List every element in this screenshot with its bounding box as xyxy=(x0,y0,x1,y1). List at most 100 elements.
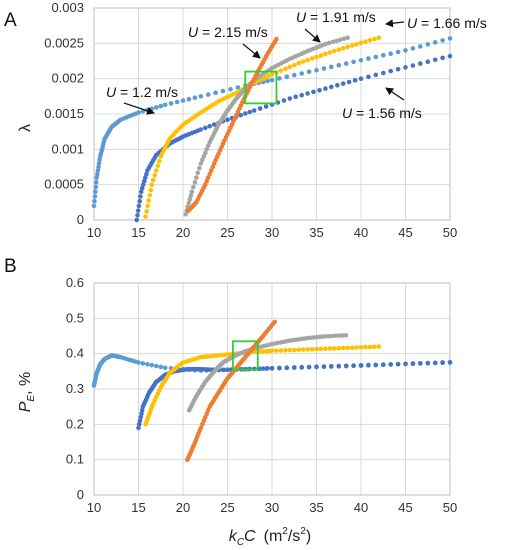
annotation-arrow xyxy=(385,19,405,28)
data-point xyxy=(306,364,312,370)
data-point xyxy=(92,194,98,199)
chart-panel-a: 10 15 20 25 30 35 40 45 50 0 0.0005 0.001 0.0015 0.00… xyxy=(44,0,457,240)
data-point xyxy=(198,425,204,431)
data-point xyxy=(292,347,297,353)
data-point xyxy=(311,89,316,95)
data-point xyxy=(425,42,431,47)
data-point xyxy=(269,365,275,371)
kc-units-open: (m xyxy=(264,528,283,545)
data-point xyxy=(189,189,195,194)
data-point xyxy=(139,411,144,417)
highlight-box xyxy=(244,70,278,105)
pe-sub: E xyxy=(26,395,37,402)
data-point xyxy=(197,165,202,171)
data-point xyxy=(349,43,355,48)
annotation-rest: = 1.2 m/s xyxy=(116,84,178,100)
data-point xyxy=(162,102,168,108)
data-point xyxy=(381,70,386,76)
panel-b-label: B xyxy=(4,256,17,277)
data-point xyxy=(283,348,288,353)
x-tick-label: 15 xyxy=(131,500,145,515)
data-point xyxy=(283,66,288,72)
data-point xyxy=(151,177,156,183)
data-point xyxy=(440,55,445,61)
data-point xyxy=(158,364,164,370)
annotation-arrow xyxy=(385,87,405,101)
data-point xyxy=(410,63,416,68)
annotation-arrow xyxy=(304,28,321,43)
data-point xyxy=(366,74,371,80)
x-tick-label: 50 xyxy=(443,225,457,240)
data-point xyxy=(340,345,346,351)
data-point xyxy=(351,59,356,65)
data-point xyxy=(343,333,349,338)
data-point xyxy=(192,95,198,100)
data-point xyxy=(228,87,233,92)
data-point xyxy=(345,44,350,50)
data-point xyxy=(323,334,328,339)
data-point xyxy=(149,362,155,368)
data-point xyxy=(425,360,431,366)
data-point xyxy=(188,193,194,198)
data-point xyxy=(284,365,290,371)
series-2 xyxy=(143,344,382,427)
data-point xyxy=(203,150,208,156)
data-point xyxy=(309,347,315,352)
data-point xyxy=(93,184,99,190)
data-point xyxy=(154,168,159,173)
annotation-u: U xyxy=(296,9,307,25)
data-point xyxy=(278,348,284,353)
data-point xyxy=(138,415,143,420)
data-point xyxy=(147,193,153,198)
data-point xyxy=(329,333,335,339)
data-point xyxy=(136,425,141,431)
data-point xyxy=(247,109,253,115)
data-point xyxy=(346,79,352,85)
x-tick-label: 10 xyxy=(87,225,101,240)
data-point xyxy=(281,98,287,103)
data-point xyxy=(139,185,145,191)
data-point xyxy=(345,345,350,351)
data-point xyxy=(265,78,270,84)
data-point xyxy=(174,99,180,105)
data-point xyxy=(137,198,142,204)
data-point xyxy=(334,38,339,44)
data-point xyxy=(299,364,305,370)
annotation-u-1-2: U = 1.2 m/s xyxy=(106,84,178,115)
data-point xyxy=(191,184,196,190)
plot-frame xyxy=(93,7,451,221)
data-point xyxy=(198,94,204,99)
data-point xyxy=(323,51,328,57)
data-point xyxy=(321,66,327,71)
data-point xyxy=(96,164,101,170)
data-point xyxy=(306,69,312,75)
data-point xyxy=(367,344,373,350)
series-4 xyxy=(186,36,279,214)
data-point xyxy=(203,182,208,187)
data-point xyxy=(372,344,377,350)
data-point xyxy=(157,158,162,164)
data-point xyxy=(358,345,364,350)
data-point xyxy=(243,111,248,116)
data-point xyxy=(335,83,340,88)
data-point xyxy=(97,157,102,163)
data-point xyxy=(432,40,438,45)
data-point xyxy=(211,122,217,127)
data-point xyxy=(201,154,207,159)
y-tick-label: 0.5 xyxy=(66,310,84,325)
data-point xyxy=(329,64,334,70)
data-point xyxy=(278,68,284,73)
data-point xyxy=(287,347,293,353)
data-point xyxy=(204,147,209,152)
kc-sup2: 2 xyxy=(300,526,306,537)
x-tick-label: 20 xyxy=(176,500,190,515)
annotation-u-1-91: U = 1.91 m/s xyxy=(296,9,376,43)
data-point xyxy=(272,319,278,325)
data-point xyxy=(358,58,364,63)
panel-b-x-axis-label: kCC (m2/s2) xyxy=(229,526,311,548)
annotation-u: U xyxy=(106,84,117,100)
annotation-u-1-66: U = 1.66 m/s xyxy=(385,15,487,31)
data-point xyxy=(192,180,198,185)
data-point xyxy=(186,96,192,102)
data-point xyxy=(323,86,328,91)
